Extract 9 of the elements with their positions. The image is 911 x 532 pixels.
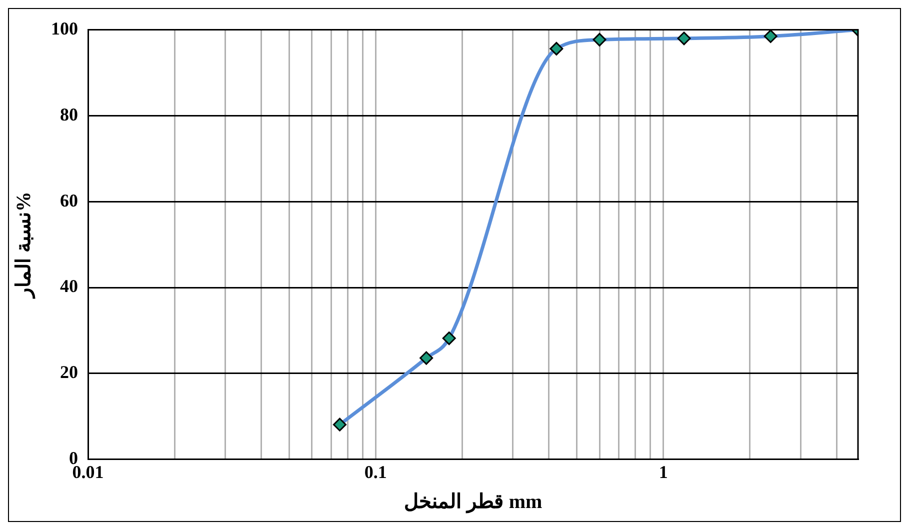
x-axis-title: قطر المنخل mm <box>404 491 542 514</box>
y-tick-label: 100 <box>51 18 78 38</box>
y-tick-label: 40 <box>60 276 78 296</box>
x-tick-label: 0.1 <box>364 462 387 482</box>
y-axis-title: نسبة المار% <box>13 192 36 300</box>
y-tick-label: 60 <box>60 190 78 210</box>
y-tick-label: 20 <box>60 362 78 382</box>
x-tick-label: 1 <box>658 462 668 482</box>
y-tick-label: 80 <box>60 104 78 124</box>
